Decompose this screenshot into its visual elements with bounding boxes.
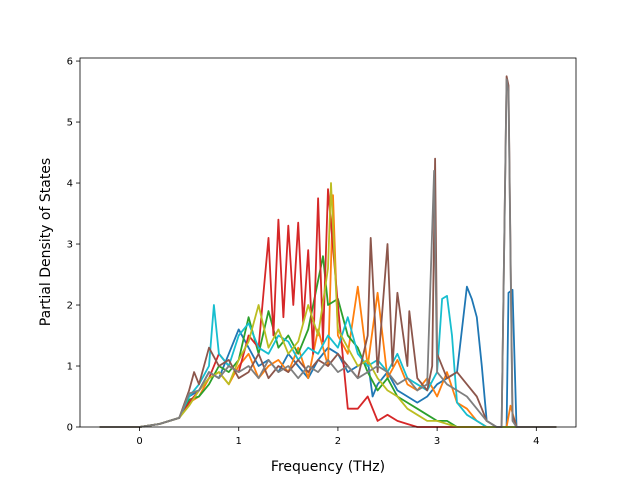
plot-frame bbox=[79, 57, 577, 428]
series-line-5 bbox=[99, 294, 557, 428]
x-tick-label: 4 bbox=[533, 436, 539, 447]
series-layer bbox=[99, 75, 557, 428]
y-tick-label: 6 bbox=[67, 57, 73, 68]
x-tick-label: 3 bbox=[434, 436, 440, 447]
y-axis-label: Partial Density of States bbox=[38, 158, 54, 326]
series-line-6 bbox=[99, 182, 557, 428]
y-tick-label: 2 bbox=[67, 301, 73, 312]
x-tick-label: 2 bbox=[335, 436, 341, 447]
y-tick-label: 1 bbox=[67, 362, 73, 373]
y-tick-label: 5 bbox=[67, 118, 73, 129]
x-tick-label: 1 bbox=[236, 436, 242, 447]
x-axis-label: Frequency (THz) bbox=[271, 459, 385, 475]
y-tick-label: 4 bbox=[67, 179, 73, 190]
series-line-7 bbox=[99, 75, 557, 428]
series-line-8 bbox=[99, 78, 557, 428]
series-line-4 bbox=[99, 188, 557, 428]
y-tick-label: 3 bbox=[67, 240, 73, 251]
y-tick-label: 0 bbox=[67, 423, 73, 434]
x-tick-label: 0 bbox=[136, 436, 142, 447]
x-axis: 0 1 2 3 4 bbox=[136, 427, 540, 447]
y-axis: 0 1 2 3 4 5 6 bbox=[67, 57, 80, 434]
